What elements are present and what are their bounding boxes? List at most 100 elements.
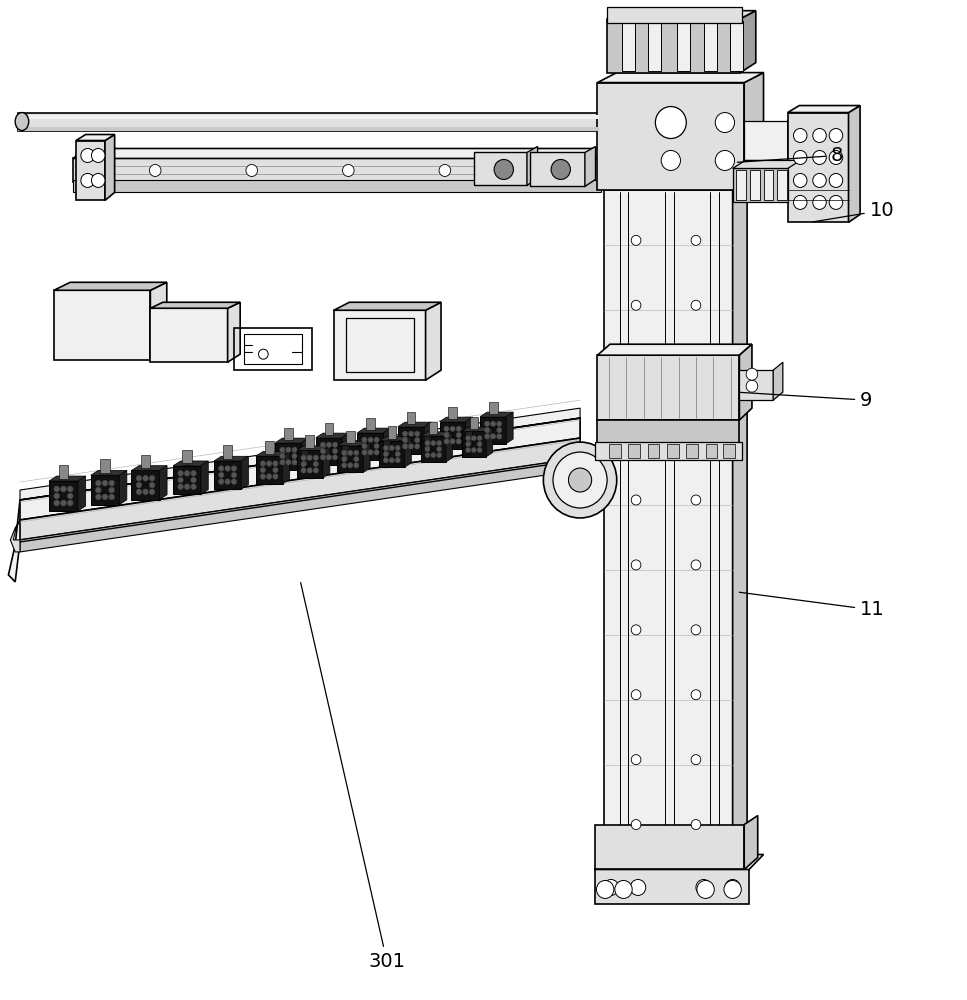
Circle shape (494, 159, 513, 179)
Polygon shape (440, 422, 466, 449)
Circle shape (279, 460, 285, 465)
Circle shape (185, 470, 190, 476)
Circle shape (450, 426, 455, 431)
Circle shape (430, 440, 436, 446)
Polygon shape (73, 180, 601, 192)
Polygon shape (848, 106, 860, 222)
Bar (704, 21, 718, 71)
Polygon shape (91, 475, 119, 505)
Polygon shape (398, 422, 431, 427)
Circle shape (354, 450, 359, 455)
Bar (667, 444, 679, 458)
Circle shape (631, 235, 641, 245)
Polygon shape (788, 113, 848, 222)
Circle shape (313, 455, 318, 460)
Circle shape (661, 150, 681, 170)
Polygon shape (316, 438, 342, 465)
Circle shape (149, 475, 155, 481)
Circle shape (691, 430, 701, 440)
Circle shape (551, 159, 571, 179)
Text: 10: 10 (812, 201, 894, 222)
Circle shape (279, 447, 285, 452)
Polygon shape (18, 113, 600, 131)
Circle shape (456, 439, 461, 444)
Circle shape (258, 349, 268, 359)
Circle shape (484, 427, 489, 433)
Circle shape (747, 380, 758, 392)
Polygon shape (466, 417, 473, 449)
Circle shape (444, 432, 449, 438)
Circle shape (320, 455, 326, 460)
Circle shape (231, 479, 237, 484)
Circle shape (569, 468, 592, 492)
Polygon shape (255, 452, 290, 456)
Circle shape (408, 444, 414, 449)
Circle shape (444, 439, 449, 444)
Circle shape (813, 150, 826, 164)
Circle shape (108, 487, 114, 493)
Polygon shape (598, 83, 745, 190)
Circle shape (631, 690, 641, 700)
Polygon shape (323, 446, 330, 478)
Circle shape (273, 467, 278, 473)
Circle shape (484, 421, 489, 427)
Polygon shape (741, 11, 756, 73)
Circle shape (691, 365, 701, 375)
Polygon shape (506, 412, 513, 444)
Bar (677, 21, 690, 71)
Circle shape (348, 463, 353, 468)
Circle shape (490, 434, 496, 439)
Polygon shape (265, 441, 274, 454)
Circle shape (543, 442, 617, 518)
Circle shape (439, 164, 451, 176)
Polygon shape (358, 428, 391, 433)
Polygon shape (530, 152, 585, 186)
Polygon shape (774, 362, 783, 400)
Circle shape (362, 437, 367, 442)
Circle shape (178, 470, 184, 476)
Circle shape (725, 879, 741, 895)
Circle shape (696, 879, 712, 895)
Polygon shape (20, 438, 580, 540)
Circle shape (631, 430, 641, 440)
Polygon shape (18, 127, 600, 131)
Circle shape (466, 447, 471, 453)
Circle shape (456, 432, 461, 438)
Circle shape (333, 448, 337, 454)
Circle shape (92, 173, 105, 187)
Circle shape (430, 453, 436, 458)
Circle shape (81, 173, 95, 187)
Polygon shape (119, 470, 127, 505)
Polygon shape (425, 302, 441, 380)
Circle shape (292, 453, 297, 459)
Polygon shape (745, 816, 758, 869)
Polygon shape (150, 302, 240, 308)
Circle shape (273, 474, 278, 479)
Polygon shape (740, 344, 752, 420)
Circle shape (477, 436, 483, 441)
Bar (706, 444, 718, 458)
Circle shape (383, 445, 389, 451)
Bar (777, 170, 787, 200)
Bar (648, 21, 661, 71)
Text: 8: 8 (737, 146, 843, 165)
Circle shape (92, 148, 105, 162)
Circle shape (631, 495, 641, 505)
Polygon shape (488, 402, 497, 414)
Polygon shape (486, 427, 493, 457)
Polygon shape (470, 417, 478, 429)
Circle shape (374, 443, 379, 449)
Circle shape (231, 472, 237, 478)
Circle shape (54, 493, 60, 499)
Polygon shape (316, 433, 349, 438)
Circle shape (390, 445, 395, 451)
Circle shape (437, 440, 442, 446)
Circle shape (631, 300, 641, 310)
Polygon shape (54, 282, 166, 290)
Circle shape (320, 442, 326, 447)
Circle shape (425, 440, 430, 446)
Circle shape (354, 456, 359, 462)
Polygon shape (302, 438, 308, 470)
Polygon shape (59, 465, 69, 479)
Circle shape (54, 486, 60, 492)
